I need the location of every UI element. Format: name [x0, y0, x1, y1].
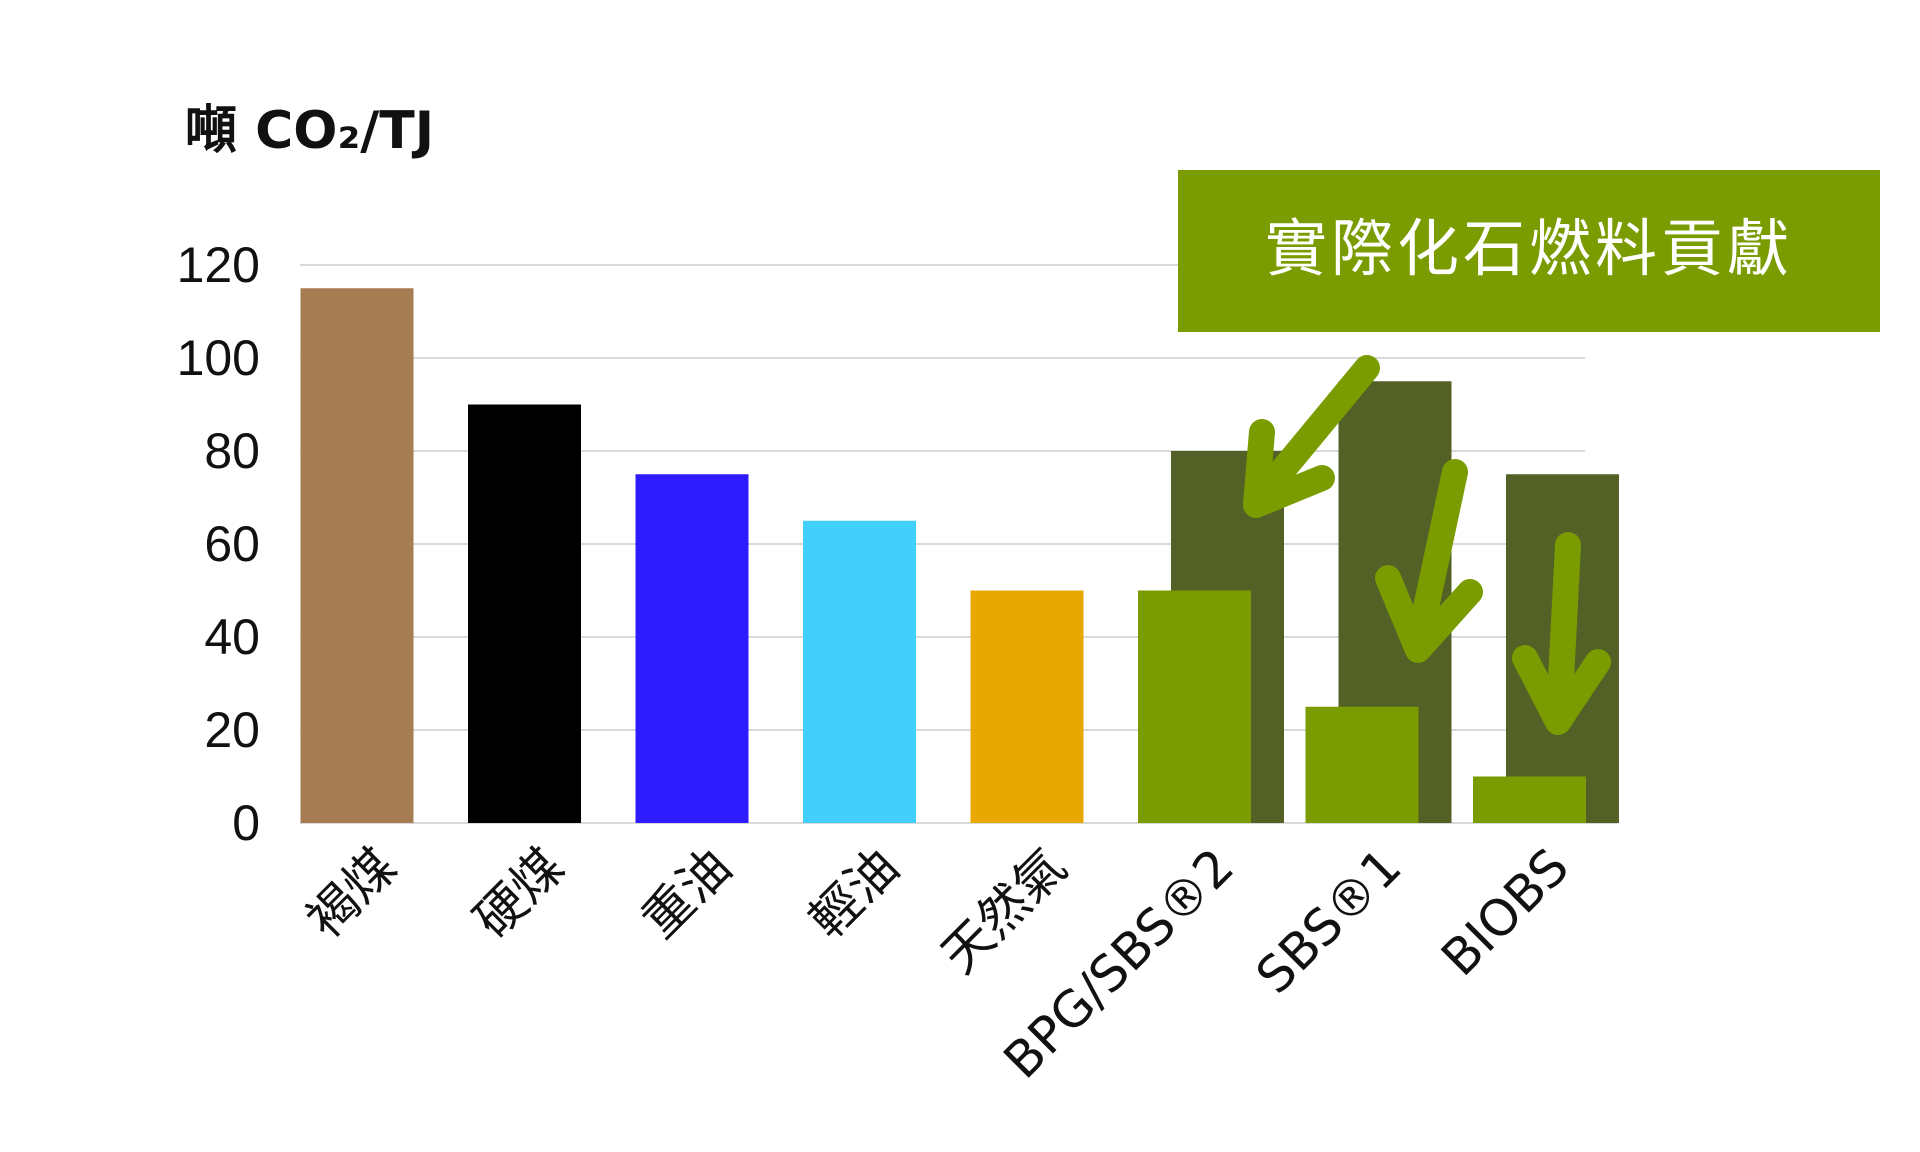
y-tick-label: 0	[232, 795, 260, 851]
y-tick-label: 40	[204, 609, 260, 665]
arrow-shaft	[1546, 532, 1581, 731]
x-tick-label: 褐煤	[296, 837, 408, 949]
y-tick-label: 20	[204, 702, 260, 758]
arrow-head	[1243, 419, 1335, 518]
bar	[970, 590, 1084, 823]
x-tick-label: SBS®1	[1245, 837, 1412, 1004]
annotation-box	[1178, 170, 1880, 332]
bar	[803, 520, 916, 823]
bar	[635, 474, 749, 823]
bar-fossil	[1305, 706, 1419, 823]
bar-fossil	[1473, 776, 1586, 823]
y-tick-label: 80	[204, 423, 260, 479]
x-tick-label: 輕油	[798, 837, 910, 949]
bar	[468, 404, 581, 823]
annotation-arrows	[1243, 355, 1611, 735]
bar-fossil	[1138, 590, 1251, 823]
arrow-head	[1375, 565, 1483, 663]
annotation-text: 實際化石燃料貢獻	[1265, 212, 1793, 285]
bar	[300, 288, 414, 823]
bars-fossil-contribution	[1138, 590, 1586, 823]
x-tick-label: 天然氣	[930, 837, 1077, 984]
x-tick-label: 硬煤	[463, 837, 575, 949]
arrow-head	[1512, 645, 1611, 735]
x-tick-label: BIOBS	[1430, 837, 1580, 987]
y-tick-label: 60	[204, 516, 260, 572]
arrow-shaft	[1405, 459, 1468, 658]
x-tick-label: 重油	[631, 837, 743, 949]
annotation-callout: 實際化石燃料貢獻	[1178, 170, 1880, 332]
y-axis-label: 噸 CO₂/TJ	[185, 101, 434, 161]
y-tick-labels: 0 20 40 60 80 100 120	[177, 237, 260, 851]
bars-total	[300, 288, 1619, 823]
arrow-shaft	[1245, 355, 1380, 513]
y-tick-label: 100	[177, 330, 260, 386]
y-tick-label: 120	[177, 237, 260, 293]
